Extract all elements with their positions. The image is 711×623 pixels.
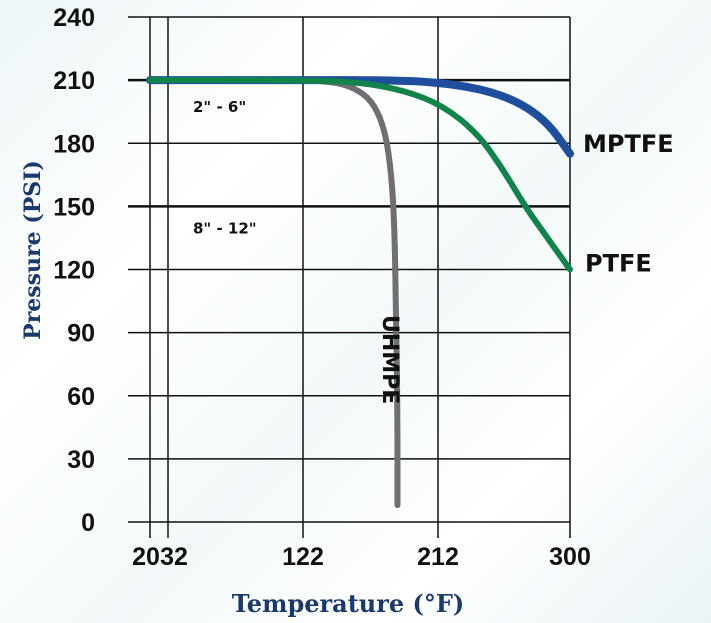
y-tick-label: 210 [53, 67, 95, 95]
y-tick-label: 120 [53, 257, 95, 285]
series-label-ptfe: PTFE [585, 250, 652, 278]
x-tick-label: 32 [160, 543, 188, 571]
series-line-ptfe [147, 77, 573, 273]
series-label-uhmpe: UHMPE [377, 315, 402, 404]
annotation-size-range-1: 2" - 6" [193, 98, 246, 116]
series-label-mptfe: MPTFE [583, 130, 674, 158]
x-tick-label: 212 [417, 543, 459, 571]
y-tick-label: 0 [81, 509, 95, 537]
annotations: 2" - 6" 8" - 12" [193, 98, 257, 237]
x-tick-label: 20 [132, 543, 160, 571]
y-axis-ticks: 0 30 60 90 120 150 180 210 240 [53, 4, 95, 537]
y-tick-label: 90 [67, 320, 95, 348]
x-tick-label: 300 [549, 543, 591, 571]
y-axis-label: Pressure (PSI) [20, 160, 46, 340]
x-axis-ticks: 20 32 122 212 300 [132, 543, 591, 571]
y-tick-label: 240 [53, 4, 95, 32]
y-tick-label: 60 [67, 383, 95, 411]
x-tick-label: 122 [282, 543, 324, 571]
series-labels: MPTFE PTFE UHMPE [377, 130, 674, 405]
y-tick-label: 150 [53, 193, 95, 221]
annotation-size-range-2: 8" - 12" [193, 219, 257, 237]
x-axis-label: Temperature (°F) [232, 589, 465, 618]
grid [128, 16, 571, 538]
series-lines [146, 76, 574, 509]
y-tick-label: 30 [67, 446, 95, 474]
y-tick-label: 180 [53, 130, 95, 158]
